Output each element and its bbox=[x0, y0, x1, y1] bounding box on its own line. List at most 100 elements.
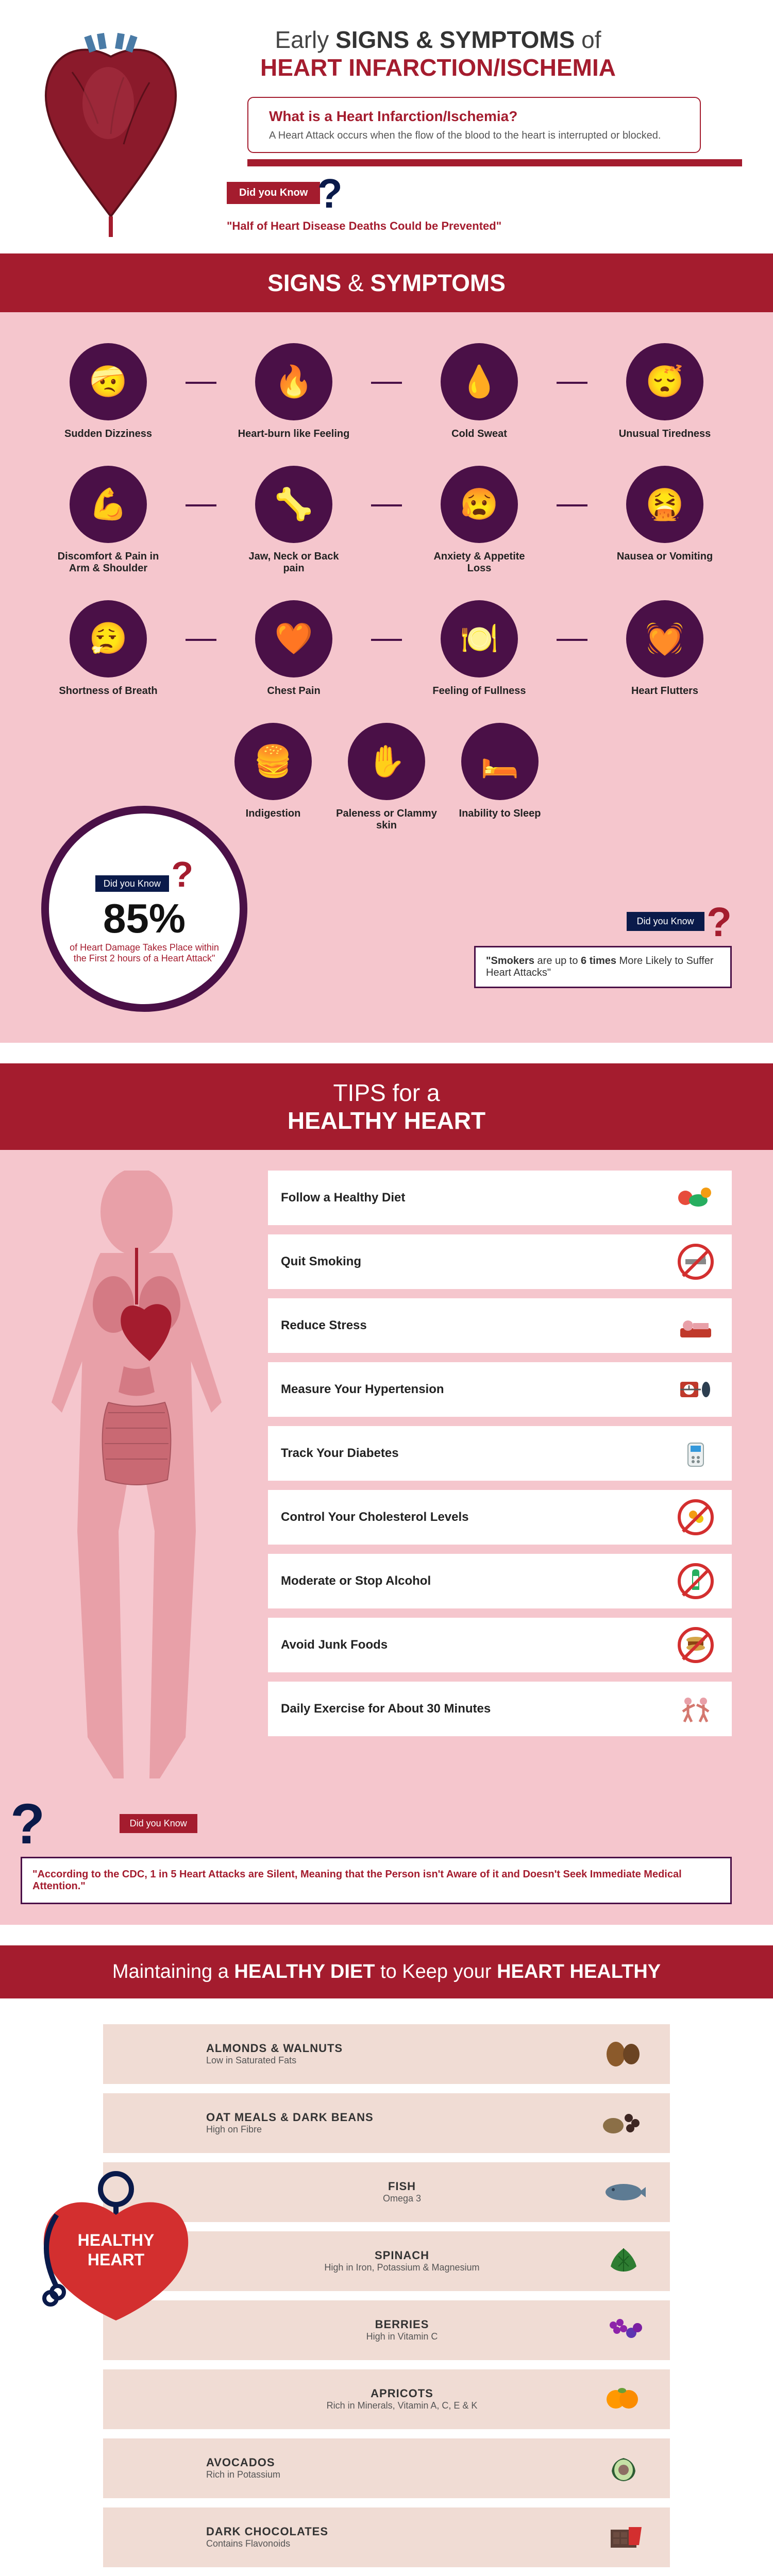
symptom-icon: 🍽️ bbox=[441, 600, 518, 677]
symptom-label: Jaw, Neck or Back pain bbox=[237, 551, 350, 574]
heart-illustration bbox=[21, 31, 201, 237]
diet-food-icon bbox=[598, 2172, 649, 2213]
diet-name: ALMONDS & WALNUTS bbox=[206, 2042, 598, 2055]
diet-food-icon bbox=[598, 2241, 649, 2282]
symptom-label: Heart-burn like Feeling bbox=[237, 428, 350, 440]
page-title-line1: Early SIGNS & SYMPTOMS of bbox=[134, 26, 742, 54]
diet-name: OAT MEALS & DARK BEANS bbox=[206, 2111, 598, 2124]
symptom-label: Chest Pain bbox=[237, 685, 350, 697]
symptom-icon: 🤕 bbox=[70, 343, 147, 420]
body-illustration bbox=[21, 1171, 253, 1791]
tips-banner: TIPS for a HEALTHY HEART bbox=[0, 1063, 773, 1150]
did-you-know-label: Did you Know bbox=[227, 182, 320, 204]
diet-food-icon bbox=[598, 2103, 649, 2144]
tip-label: Measure Your Hypertension bbox=[281, 1382, 444, 1397]
diet-banner: Maintaining a HEALTHY DIET to Keep your … bbox=[0, 1945, 773, 1998]
tip-icon bbox=[673, 1691, 719, 1727]
diet-desc: Contains Flavonoids bbox=[206, 2538, 598, 2549]
tip-row: Daily Exercise for About 30 Minutes bbox=[268, 1682, 732, 1736]
diet-item: AVOCADOSRich in Potassium bbox=[103, 2438, 670, 2498]
diet-food-icon bbox=[598, 2310, 649, 2351]
definition-box: What is a Heart Infarction/Ischemia? A H… bbox=[247, 97, 701, 153]
tip-row: Follow a Healthy Diet bbox=[268, 1171, 732, 1225]
stat-85-percent: Did you Know ? 85% of Heart Damage Takes… bbox=[41, 806, 247, 1012]
tip-icon bbox=[673, 1180, 719, 1216]
symptom-label: Paleness or Clammy skin bbox=[330, 808, 443, 832]
question-mark-icon: ? bbox=[707, 899, 732, 945]
smokers-fact: Did you Know ? "Smokers are up to 6 time… bbox=[474, 899, 732, 988]
symptom-item: ❤️Chest Pain bbox=[237, 600, 350, 697]
tips-section: Follow a Healthy Diet Quit Smoking Reduce … bbox=[0, 1150, 773, 1925]
tip-label: Quit Smoking bbox=[281, 1255, 361, 1269]
tip-icon bbox=[673, 1371, 719, 1408]
diet-desc: High on Fibre bbox=[206, 2124, 598, 2135]
diet-food-icon bbox=[598, 2379, 649, 2420]
symptom-item: 🛏️ Inability to Sleep bbox=[443, 723, 557, 832]
tip-icon bbox=[673, 1627, 719, 1663]
diet-desc: Rich in Minerals, Vitamin A, C, E & K bbox=[206, 2400, 598, 2411]
symptom-item: 💓 Heart Flutters bbox=[608, 600, 721, 697]
diet-name: AVOCADOS bbox=[206, 2456, 598, 2469]
symptom-icon: 😰 bbox=[441, 466, 518, 543]
symptom-label: Unusual Tiredness bbox=[608, 428, 721, 440]
diet-name: APRICOTS bbox=[206, 2387, 598, 2400]
tip-icon bbox=[673, 1563, 719, 1599]
symptom-icon: ✋ bbox=[348, 723, 425, 800]
symptom-label: Heart Flutters bbox=[608, 685, 721, 697]
tip-row: Track Your Diabetes bbox=[268, 1426, 732, 1481]
diet-desc: High in Iron, Potassium & Magnesium bbox=[206, 2262, 598, 2273]
badge-text-2: HEART bbox=[88, 2250, 145, 2269]
tip-row: Measure Your Hypertension bbox=[268, 1362, 732, 1417]
symptom-label: Sudden Dizziness bbox=[52, 428, 165, 440]
symptom-label: Cold Sweat bbox=[423, 428, 536, 440]
symptom-label: Inability to Sleep bbox=[443, 808, 557, 820]
symptom-label: Indigestion bbox=[216, 808, 330, 820]
symptom-label: Shortness of Breath bbox=[52, 685, 165, 697]
symptom-item: 🔥 Heart-burn like Feeling bbox=[237, 343, 350, 440]
diet-food-icon bbox=[598, 2033, 649, 2075]
stat-desc: of Heart Damage Takes Place within the F… bbox=[49, 942, 240, 964]
symptom-icon: 🛏️ bbox=[461, 723, 539, 800]
tip-icon bbox=[673, 1435, 719, 1471]
symptom-item: 🦴 Jaw, Neck or Back pain bbox=[237, 466, 350, 574]
symptom-item: 🍔Indigestion bbox=[216, 723, 330, 832]
definition-title: What is a Heart Infarction/Ischemia? bbox=[269, 108, 679, 125]
symptom-icon: 💪 bbox=[70, 466, 147, 543]
healthy-heart-badge: HEALTHY HEART bbox=[26, 2143, 206, 2323]
stat-percent: 85% bbox=[103, 895, 186, 942]
smokers-label: Did you Know bbox=[627, 912, 704, 931]
tip-icon bbox=[673, 1244, 719, 1280]
diet-name: BERRIES bbox=[206, 2318, 598, 2331]
tip-row: Reduce Stress bbox=[268, 1298, 732, 1353]
tip-label: Control Your Cholesterol Levels bbox=[281, 1510, 469, 1524]
diet-desc: Rich in Potassium bbox=[206, 2469, 598, 2480]
diet-name: FISH bbox=[206, 2180, 598, 2193]
symptom-item: 😮‍💨Shortness of Breath bbox=[52, 600, 165, 697]
tip-label: Daily Exercise for About 30 Minutes bbox=[281, 1702, 491, 1716]
tip-icon bbox=[673, 1499, 719, 1535]
diet-desc: Omega 3 bbox=[206, 2193, 598, 2204]
diet-item: ALMONDS & WALNUTSLow in Saturated Fats bbox=[103, 2024, 670, 2084]
stat-label: Did you Know bbox=[95, 875, 169, 892]
tip-row: Control Your Cholesterol Levels bbox=[268, 1490, 732, 1545]
symptom-item: 🤕 Sudden Dizziness bbox=[52, 343, 165, 440]
diet-item: DARK CHOCOLATESContains Flavonoids bbox=[103, 2507, 670, 2567]
question-mark-icon: ? bbox=[10, 1791, 45, 1857]
tip-row: Quit Smoking bbox=[268, 1234, 732, 1289]
tip-row: Avoid Junk Foods bbox=[268, 1618, 732, 1672]
tip-label: Reduce Stress bbox=[281, 1318, 367, 1333]
cdc-fact: ? Did you Know "According to the CDC, 1 … bbox=[21, 1791, 732, 1904]
underline bbox=[247, 159, 742, 166]
symptom-label: Anxiety & Appetite Loss bbox=[423, 551, 536, 574]
tip-label: Track Your Diabetes bbox=[281, 1446, 399, 1461]
symptom-label: Discomfort & Pain in Arm & Shoulder bbox=[52, 551, 165, 574]
diet-desc: High in Vitamin C bbox=[206, 2331, 598, 2342]
diet-item: APRICOTSRich in Minerals, Vitamin A, C, … bbox=[103, 2369, 670, 2429]
cdc-text: "According to the CDC, 1 in 5 Heart Atta… bbox=[21, 1857, 732, 1904]
symptom-icon: 🦴 bbox=[255, 466, 332, 543]
symptom-icon: 🔥 bbox=[255, 343, 332, 420]
signs-banner: SIGNS & SYMPTOMS bbox=[0, 253, 773, 312]
did-you-know-text: "Half of Heart Disease Deaths Could be P… bbox=[227, 219, 742, 233]
tip-row: Moderate or Stop Alcohol bbox=[268, 1554, 732, 1608]
symptom-icon: 💓 bbox=[626, 600, 703, 677]
